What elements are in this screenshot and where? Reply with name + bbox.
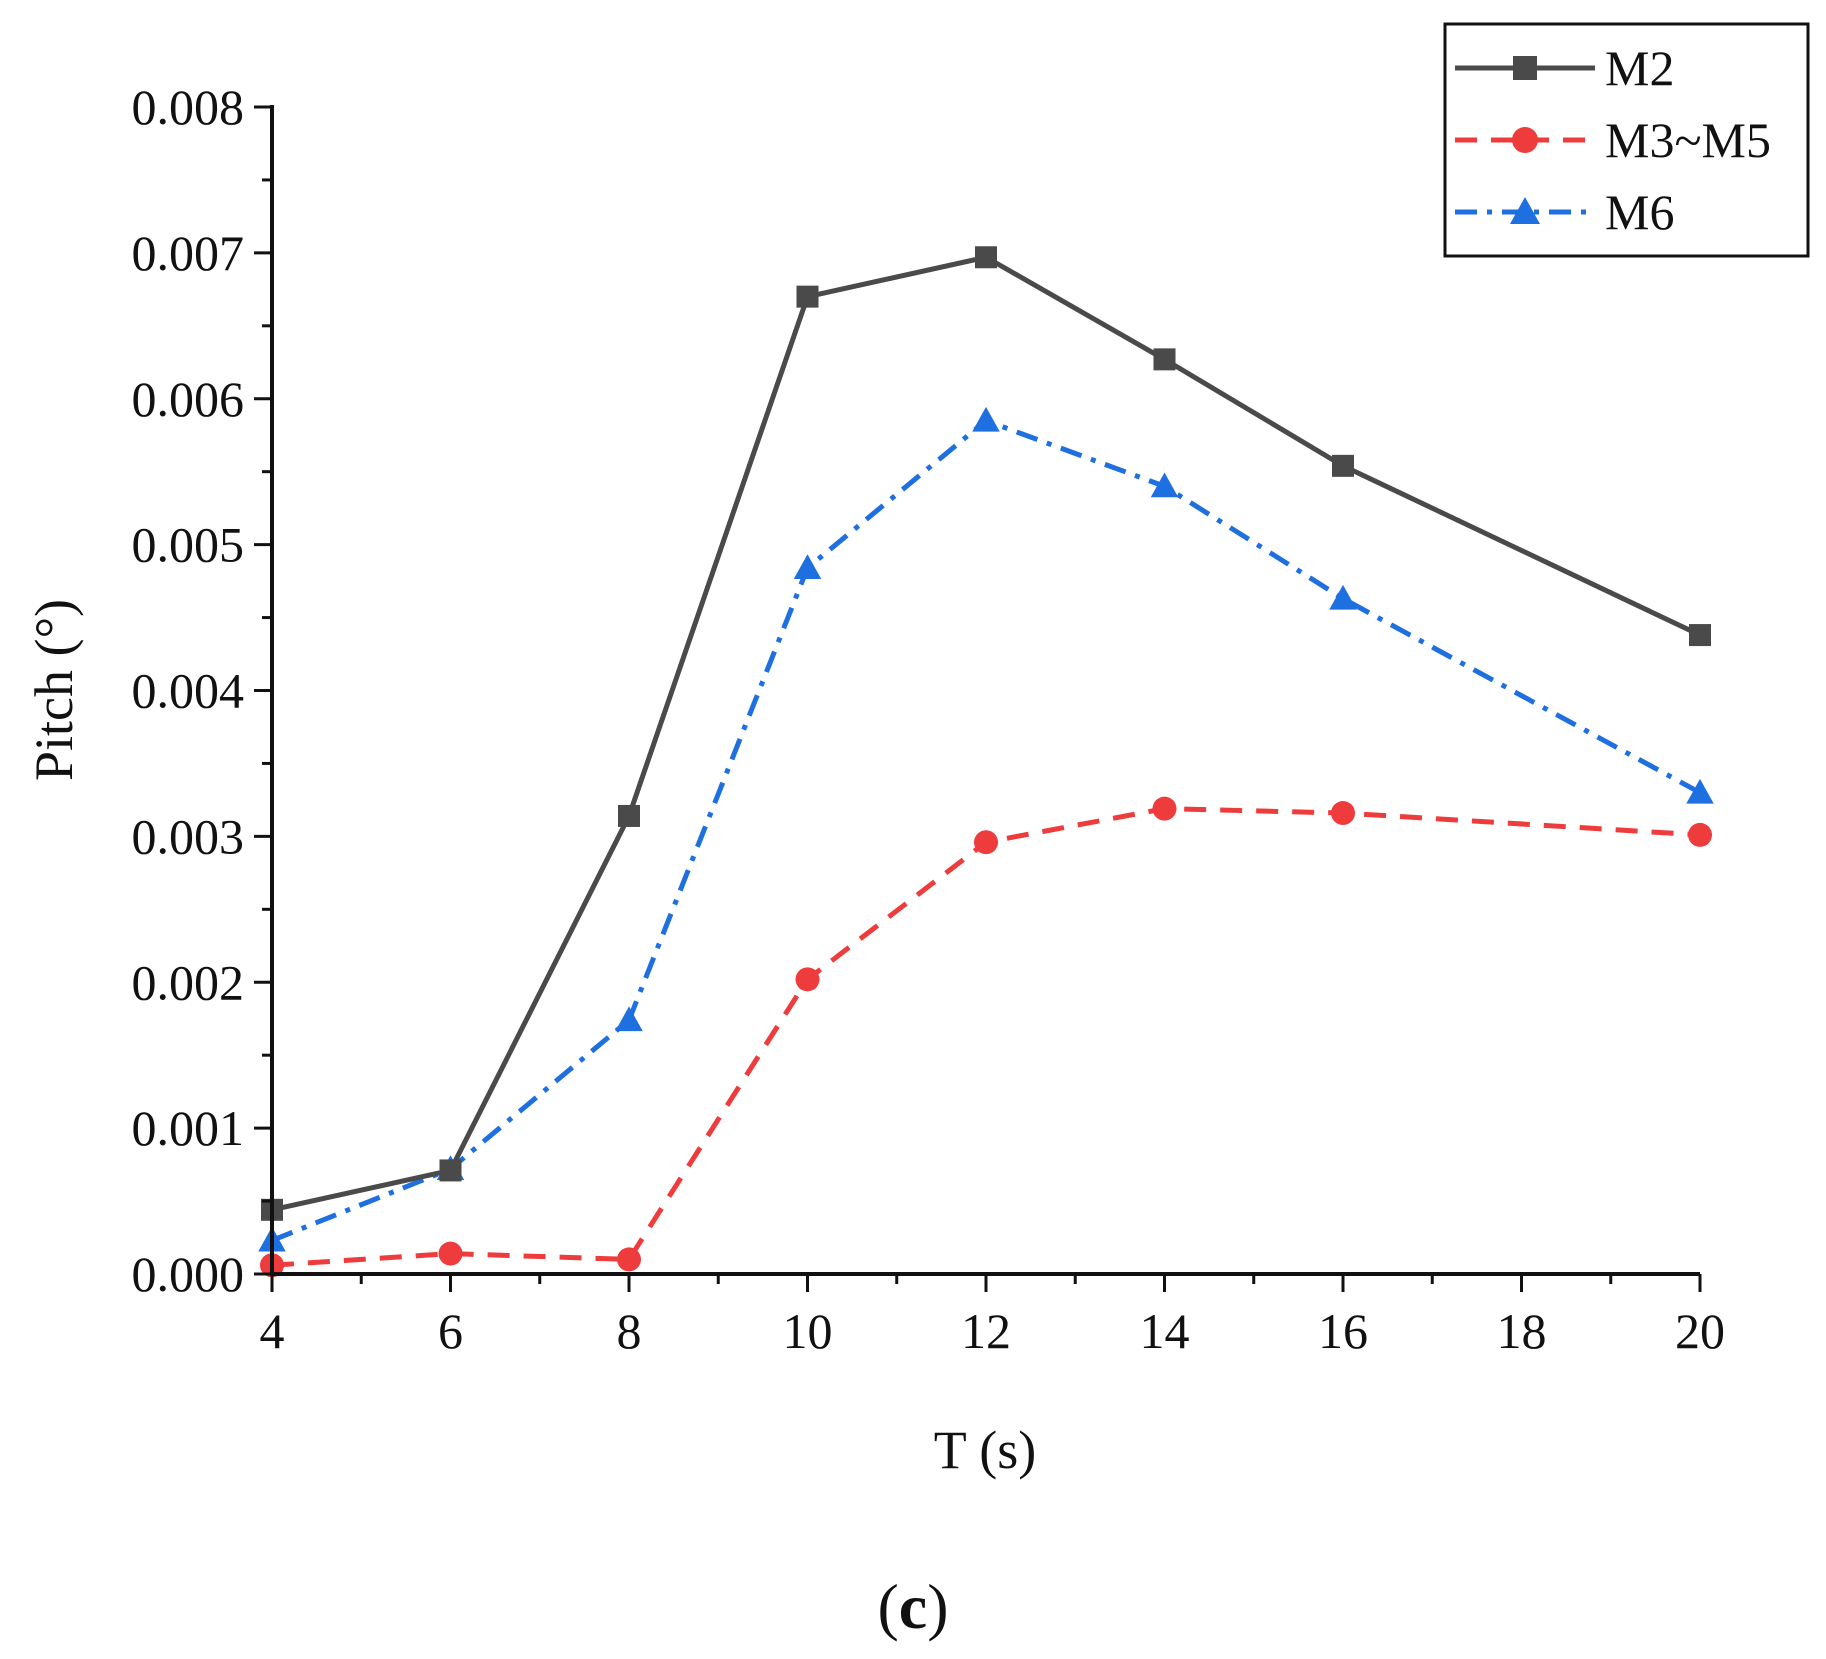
series-m2 [261, 246, 1711, 1221]
x-tick-label: 4 [260, 1303, 285, 1359]
legend-marker [1513, 56, 1537, 80]
data-point [615, 1006, 643, 1032]
y-tick-label: 0.004 [132, 663, 245, 719]
data-point [438, 1241, 463, 1266]
x-tick-label: 14 [1140, 1303, 1190, 1359]
x-tick-label: 18 [1497, 1303, 1547, 1359]
data-point [974, 830, 998, 855]
series-m3-m5 [260, 796, 1712, 1278]
series-line [271, 806, 1701, 1268]
data-point [618, 804, 640, 827]
y-tick-label: 0.008 [132, 79, 245, 135]
x-tick-label: 6 [438, 1303, 463, 1359]
y-tick-label: 0.003 [132, 808, 245, 864]
axes-layer: 0.000 0.001 0.002 0.003 0.004 0.005 0.006 0.007… [132, 79, 1726, 1359]
series-m6 [258, 406, 1714, 1252]
y-tick-label: 0.002 [132, 954, 245, 1010]
legend-entry: M6 [1455, 184, 1674, 240]
legend-label: M3~M5 [1605, 112, 1771, 168]
data-point [975, 246, 997, 269]
panel-label-close: ) [927, 1571, 948, 1642]
panel-label: (c) [877, 1571, 948, 1642]
x-axis-title: T (s) [934, 1420, 1037, 1480]
data-point [1331, 801, 1355, 826]
x-tick-label: 16 [1318, 1303, 1368, 1359]
data-point [795, 967, 820, 992]
data-point [1150, 472, 1179, 498]
y-tick-label: 0.001 [132, 1100, 245, 1156]
legend: M2 M3~M5 M6 [1443, 22, 1810, 258]
data-point [1152, 796, 1177, 821]
series-line [271, 418, 1702, 1243]
data-point [1688, 822, 1712, 847]
legend-marker [1510, 197, 1540, 224]
y-tick-label: 0.005 [132, 517, 245, 573]
series-line [271, 254, 1702, 1213]
legend-label: M2 [1605, 40, 1674, 96]
data-point [796, 285, 819, 308]
legend-label: M6 [1605, 184, 1674, 240]
data-point [617, 1247, 641, 1272]
y-tick-label: 0.000 [132, 1246, 245, 1302]
legend-marker [1512, 127, 1538, 153]
y-axis-title: Pitch (°) [24, 599, 84, 781]
data-point [1689, 624, 1711, 647]
data-point [1686, 778, 1714, 804]
data-point [1332, 454, 1354, 477]
data-point [793, 554, 822, 579]
x-tick-label: 8 [617, 1303, 642, 1359]
panel-label-letter: c [899, 1571, 927, 1642]
data-point [439, 1159, 462, 1182]
y-tick-label: 0.007 [132, 225, 245, 281]
x-tick-label: 20 [1675, 1303, 1725, 1359]
data-point [1153, 348, 1176, 371]
x-tick-label: 10 [783, 1303, 833, 1359]
data-point [972, 406, 1000, 432]
x-tick-label: 12 [961, 1303, 1011, 1359]
y-tick-label: 0.006 [132, 371, 245, 427]
series-layer [258, 246, 1714, 1278]
legend-entry: M2 [1455, 40, 1674, 96]
legend-entry: M3~M5 [1455, 112, 1771, 168]
data-point [1329, 584, 1357, 610]
panel-label-open: ( [877, 1571, 898, 1642]
